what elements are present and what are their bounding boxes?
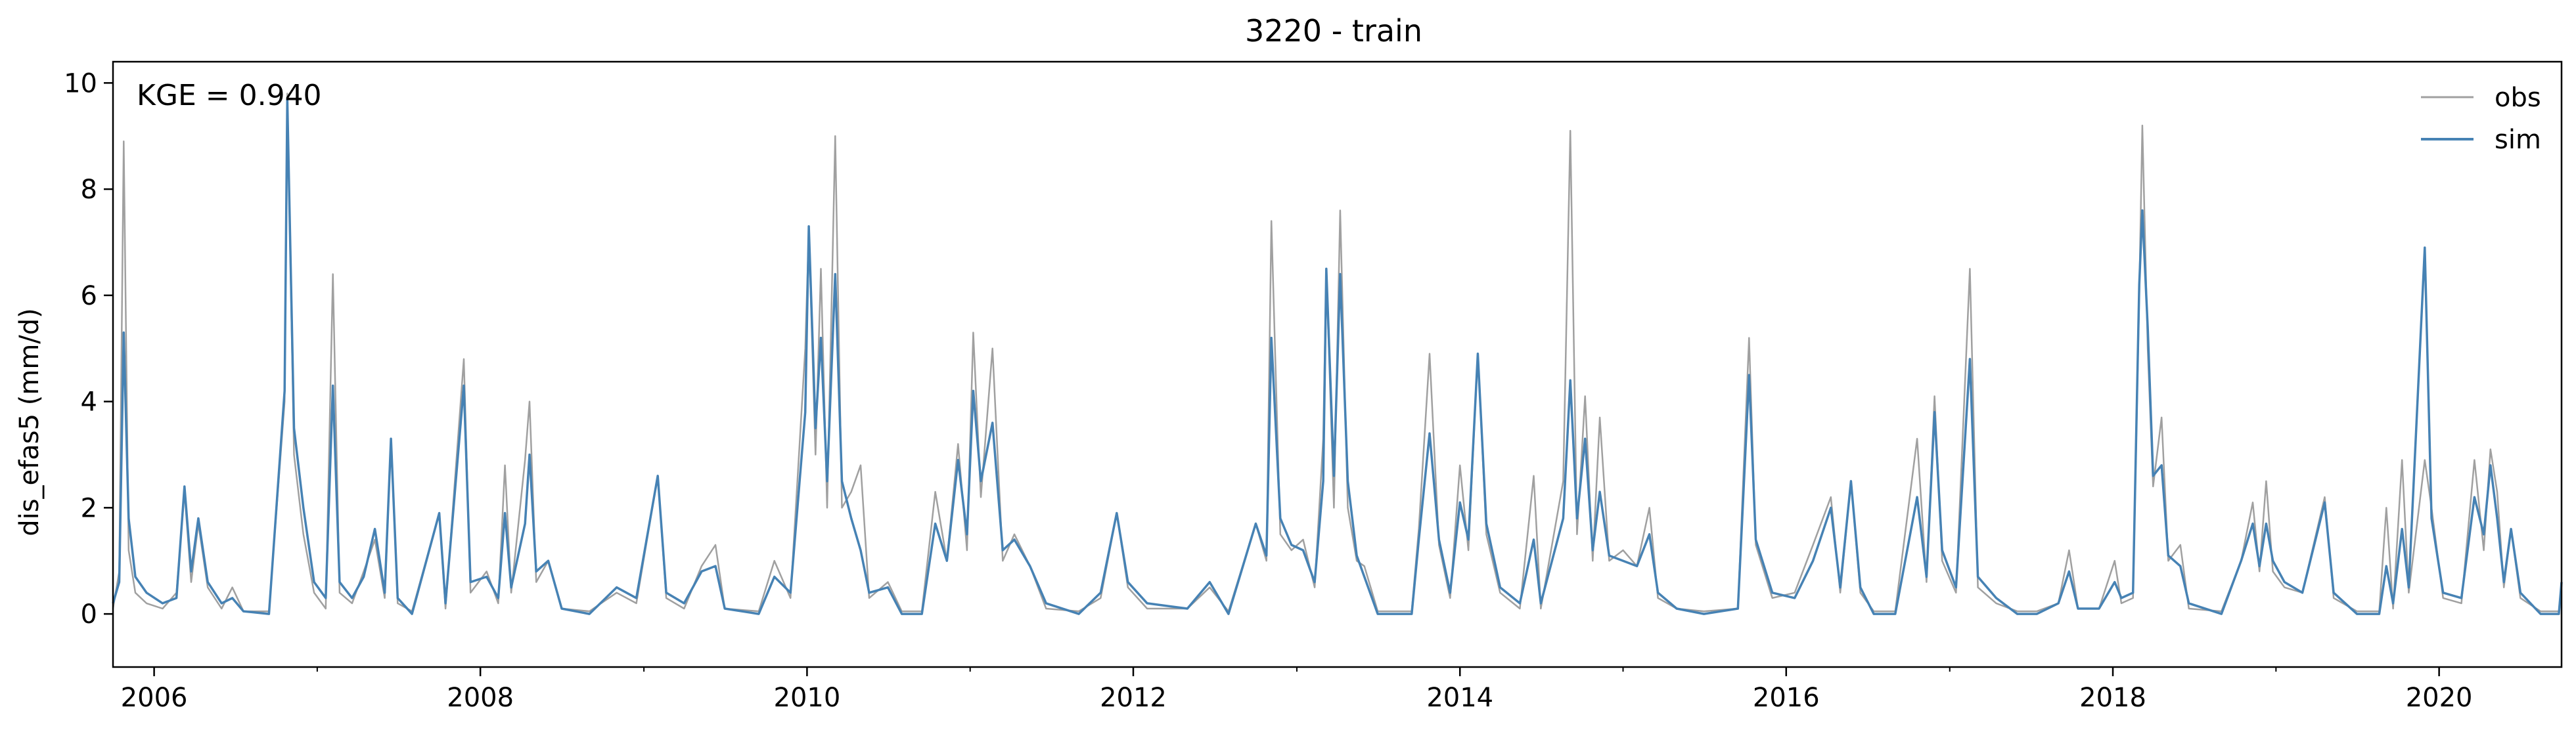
y-axis-label: dis_efas5 (mm/d) — [14, 308, 45, 536]
series-layer — [112, 93, 2563, 615]
x-tick-label: 2020 — [2406, 683, 2473, 713]
kge-annotation: KGE = 0.940 — [137, 79, 322, 112]
y-tick-label: 6 — [81, 281, 97, 311]
x-tick-label: 2008 — [447, 683, 514, 713]
plot-area — [112, 60, 2563, 668]
axes-frame — [112, 60, 2563, 668]
x-tick-label: 2012 — [1100, 683, 1167, 713]
series-line-sim — [112, 97, 2563, 615]
legend-label-sim: sim — [2495, 125, 2541, 155]
y-axis: 0 2 4 6 8 10 — [64, 68, 113, 630]
y-tick-label: 8 — [81, 175, 97, 205]
x-tick-label: 2016 — [1753, 683, 1820, 713]
x-tick-label: 2010 — [774, 683, 841, 713]
x-axis: 2006 2008 2010 2012 2014 2016 2018 2020 — [121, 667, 2473, 713]
legend: obs sim — [2421, 83, 2541, 155]
y-tick-label: 10 — [64, 68, 97, 98]
y-tick-label: 4 — [81, 387, 97, 418]
legend-label-obs: obs — [2495, 83, 2541, 113]
x-tick-label: 2018 — [2079, 683, 2146, 713]
x-tick-label: 2014 — [1426, 683, 1493, 713]
chart-title: 3220 - train — [1245, 13, 1422, 49]
x-tick-label: 2006 — [121, 683, 188, 713]
y-tick-label: 0 — [81, 599, 97, 630]
y-tick-label: 2 — [81, 493, 97, 523]
